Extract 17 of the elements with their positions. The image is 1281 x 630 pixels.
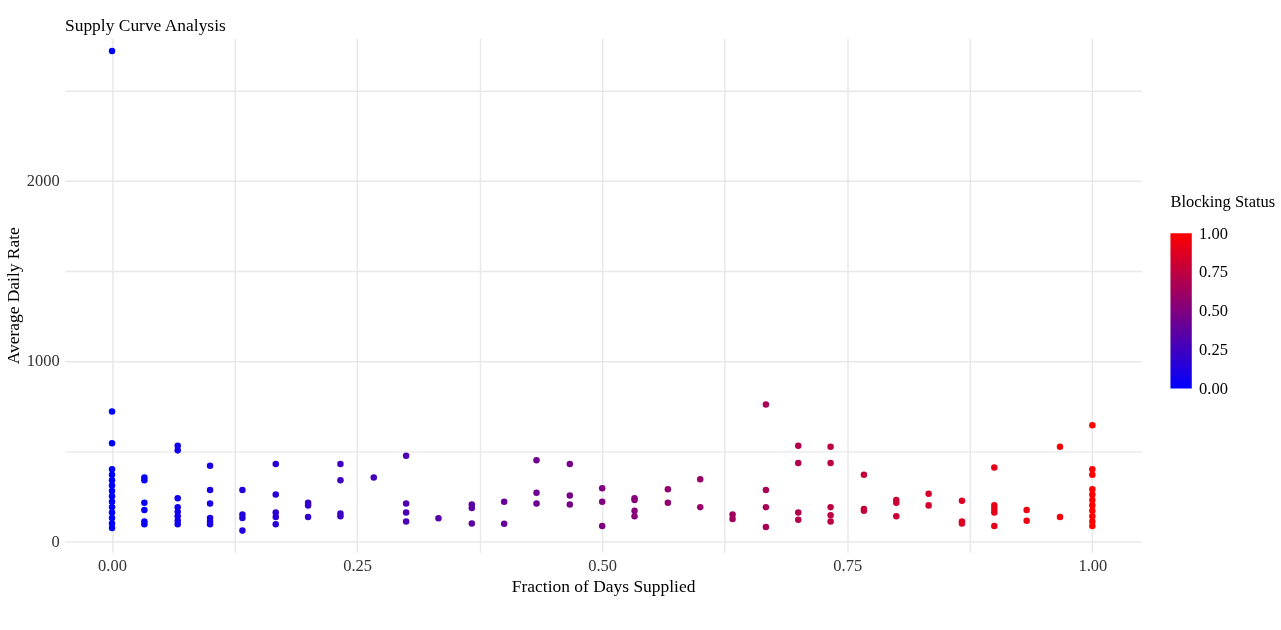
x-tick-label: 0.00 xyxy=(98,556,127,576)
x-axis-title: Fraction of Days Supplied xyxy=(511,575,696,596)
color-bar-label: 0.50 xyxy=(1199,301,1228,321)
legend-title: Blocking Status xyxy=(1170,192,1276,212)
color-bar-label: 0.75 xyxy=(1199,262,1228,282)
chart-title: Supply Curve Analysis xyxy=(64,14,226,35)
y-tick-label: 0 xyxy=(51,531,60,551)
color-bar-label: 0.00 xyxy=(1199,378,1228,398)
x-tick-label: 1.00 xyxy=(1078,556,1108,576)
y-tick-label: 2000 xyxy=(26,171,60,191)
color-bar-label: 1.00 xyxy=(1199,223,1228,243)
color-bar-label: 0.25 xyxy=(1199,339,1228,359)
y-tick-label: 1000 xyxy=(26,351,60,371)
y-axis-title: Average Daily Rate xyxy=(2,226,23,365)
x-tick-label: 0.25 xyxy=(343,556,372,576)
x-tick-label: 0.50 xyxy=(588,556,618,576)
x-tick-label: 0.75 xyxy=(833,556,863,576)
